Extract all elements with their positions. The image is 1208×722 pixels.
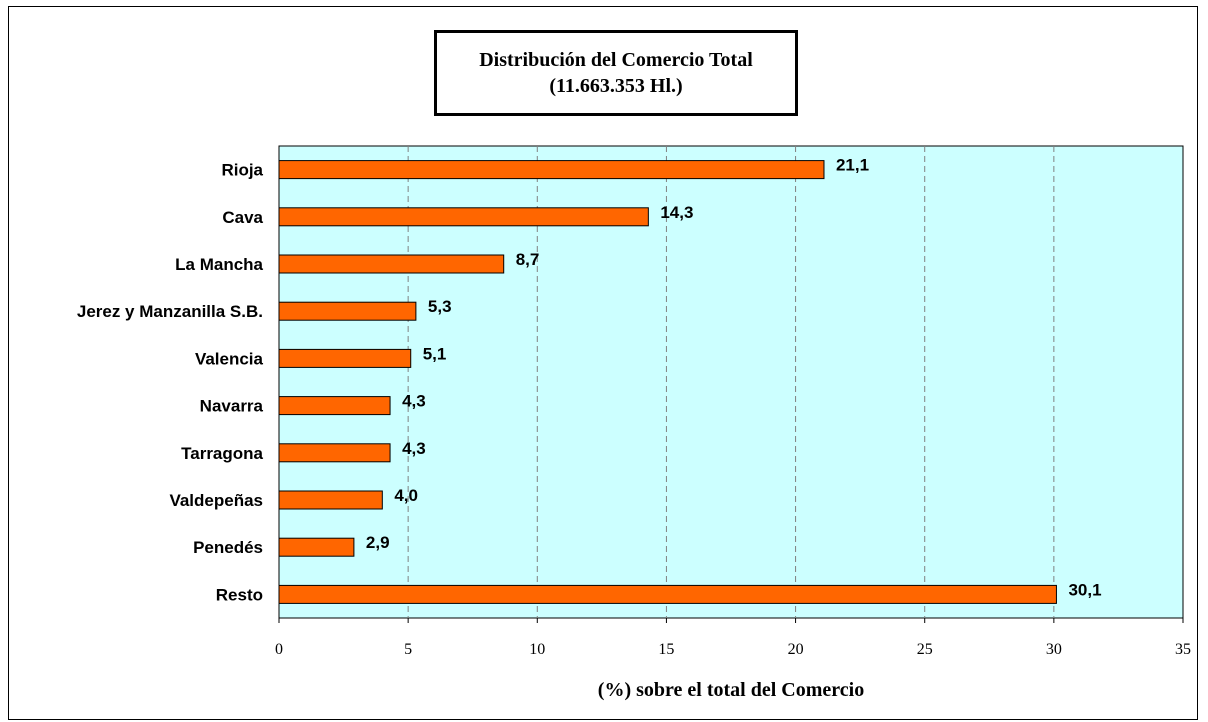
category-label: Cava — [222, 208, 263, 227]
x-tick-label: 25 — [917, 641, 933, 658]
category-label: Navarra — [200, 397, 264, 416]
x-tick-label: 10 — [529, 641, 545, 658]
category-label: Valencia — [195, 349, 264, 368]
bar — [278, 490, 383, 510]
chart-title-box: Distribución del Comercio Total (11.663.… — [434, 30, 798, 116]
data-label: 21,1 — [836, 156, 869, 175]
gridlines — [407, 146, 1055, 618]
category-label: Resto — [216, 585, 263, 604]
data-label: 4,3 — [402, 439, 426, 458]
category-label: La Mancha — [175, 255, 263, 274]
bar — [278, 584, 1057, 604]
x-tick-label: 35 — [1175, 641, 1191, 658]
data-label: 4,3 — [402, 392, 426, 411]
x-axis-title: (%) sobre el total del Comercio — [598, 679, 864, 701]
category-label: Jerez y Manzanilla S.B. — [77, 302, 263, 321]
data-label: 5,1 — [423, 344, 447, 363]
data-label: 14,3 — [660, 203, 693, 222]
bar — [278, 537, 355, 557]
category-label: Valdepeñas — [169, 491, 263, 510]
bar — [278, 348, 412, 368]
chart-subtitle: (11.663.353 Hl.) — [549, 75, 683, 97]
x-tick-label: 5 — [404, 641, 412, 658]
bar — [278, 160, 825, 180]
data-label: 30,1 — [1068, 580, 1101, 599]
x-tick-label: 20 — [788, 641, 804, 658]
category-label: Penedés — [193, 538, 263, 557]
x-axis-ticks: 0 5 10 15 20 25 30 35 — [275, 618, 1191, 658]
data-label: 2,9 — [366, 533, 390, 552]
bars — [278, 160, 1057, 604]
x-tick-label: 15 — [658, 641, 674, 658]
bar — [278, 301, 417, 321]
bar — [278, 254, 505, 274]
data-label: 4,0 — [394, 486, 418, 505]
data-label: 8,7 — [516, 250, 540, 269]
chart-title: Distribución del Comercio Total — [479, 49, 753, 71]
data-labels: 21,1 14,3 8,7 5,3 5,1 4,3 4,3 4,0 2,9 30,1 — [366, 156, 1102, 600]
bar — [278, 396, 391, 416]
category-label: Tarragona — [181, 444, 263, 463]
bar — [278, 443, 391, 463]
x-tick-label: 30 — [1046, 641, 1062, 658]
category-label: Rioja — [221, 161, 263, 180]
category-labels: Rioja Cava La Mancha Jerez y Manzanilla S.B… — [77, 161, 264, 605]
data-label: 5,3 — [428, 297, 452, 316]
bar — [278, 207, 649, 227]
x-tick-label: 0 — [275, 641, 283, 658]
